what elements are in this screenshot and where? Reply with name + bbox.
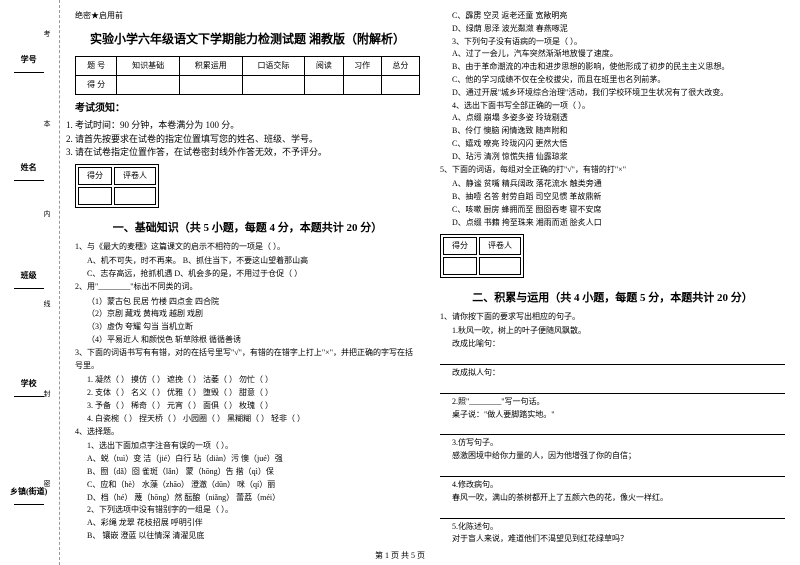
right-column: C、霹雳 空灵 返老还童 宽敞明亮 D、绿荫 恩泽 波光粼潋 春燕啄泥 3、下列… — [440, 10, 785, 555]
q4-opt: C、应和（hè） 水藻（zhāo） 澄澈（dūn） 咪（qí）丽 — [75, 479, 420, 492]
q3-opt: 3. 予备（ ） 稀奇（ ） 元宵（ ） 面俱（ ） 枚瑰（ ） — [75, 400, 420, 413]
answer-line — [440, 423, 785, 435]
q2-opt: （2）京剧 藏戏 黄梅戏 越剧 戏剧 — [75, 308, 420, 321]
margin-label-group: 学号 姓名 班级 学校 乡镇(街道) — [10, 10, 47, 550]
q4-sub4: 4、选出下面书写全部正确的一项（ ）。 — [440, 100, 785, 113]
s2q1-item: 改成比喻句： — [440, 338, 785, 351]
q4-opt4: A、点缀 崩塌 多姿多姿 玲珑剔透 — [440, 112, 785, 125]
page-footer: 第 1 页 共 5 页 — [0, 550, 800, 561]
content-area: 绝密★启用前 实验小学六年级语文下学期能力检测试题 湘教版（附解析） 题 号 知… — [60, 0, 800, 565]
answer-line — [440, 507, 785, 519]
table-row: 题 号 知识基础 积累运用 口语交际 阅读 习作 总分 — [76, 57, 420, 76]
q3-opt: 4. 白瓷椀（ ） 捏天桥（ ） 小园圈（ ） 黑糊糊（ ） 轻非（ ） — [75, 413, 420, 426]
q4-stem: 4、选择题。 — [75, 426, 420, 439]
answer-line — [440, 382, 785, 394]
margin-field-name: 姓名 — [10, 162, 47, 183]
s2q1-item: 4.修改病句。 — [440, 479, 785, 492]
seal-text-5: 封 — [42, 390, 52, 400]
q2-stem: 2、用"________"标出不同类的词。 — [75, 281, 420, 294]
table-row: 得 分 — [76, 76, 420, 95]
sb-marker: 评卷人 — [479, 237, 521, 255]
q5-opt: B、抽噎 名答 射劳自蹈 司空见惯 革故鼎新 — [440, 191, 785, 204]
q4-opt4: B、伶仃 懊脑 闲情逸致 随声附和 — [440, 125, 785, 138]
q4-opt3: D、通过开展"城乡环境综合治理"活动，我们学校环境卫生状况有了很大改变。 — [440, 87, 785, 100]
th-4: 阅读 — [305, 57, 343, 76]
q4-opt-cont: D、绿荫 恩泽 波光粼潋 春燕啄泥 — [440, 23, 785, 36]
seal-text-2: 本 — [42, 120, 52, 130]
th-3: 口语交际 — [242, 57, 305, 76]
score-table: 题 号 知识基础 积累运用 口语交际 阅读 习作 总分 得 分 — [75, 56, 420, 95]
binding-margin: 学号 姓名 班级 学校 乡镇(街道) 考 本 内 线 封 密 — [0, 0, 60, 565]
th-2: 积累运用 — [179, 57, 242, 76]
q4-opt: D、档（hé） 蔑（hōng）然 酝酿（niǎng） 蕾荔（méi） — [75, 492, 420, 505]
q3-opt: 1. 凝然（ ） 摸仿（ ） 遮挽（ ） 沽萎（ ） 勿忙（ ） — [75, 374, 420, 387]
q4-sub: 1、选出下面加点字注音有误的一项（ ）。 — [75, 440, 420, 453]
q1-opt: A、机不可失，时不再来。 B、抓住当下，不要这山望着那山高 — [75, 255, 420, 268]
q4-opt: B、囫（dǎ）囵 雀斑（lǎn） 蒙（hōng）告 揩（qì）保 — [75, 466, 420, 479]
section-1-heading: 一、基础知识（共 5 小题，每题 4 分，本题共计 20 分） — [75, 220, 420, 237]
q4-opt3: B、由于革命潮流的冲击和进步思想的影响，使他形成了初步的民主主义思想。 — [440, 61, 785, 74]
s2q1-item: 5.化陈述句。 — [440, 521, 785, 534]
q5-opt: C、咳嗽 厨房 蜂拥而至 囫囵吞枣 寝不安席 — [440, 204, 785, 217]
s2q1-item: 感激困境中给你力量的人，因为他增强了你的自信； — [440, 450, 785, 463]
th-total: 总分 — [381, 57, 419, 76]
q2-opt: （3）虚伪 夸耀 勾当 当机立断 — [75, 321, 420, 334]
th-1: 知识基础 — [117, 57, 180, 76]
th-5: 习作 — [343, 57, 381, 76]
q3-stem: 3、下面的词语书写有有错，对的在括号里写"√"，有错的在错字上打上"×"，并把正… — [75, 347, 420, 373]
q4-opt4: D、玷污 清冽 惊慌失措 仙露琼浆 — [440, 151, 785, 164]
s2q1-item: 1.秋风一吹，树上的叶子便随风飘散。 — [440, 325, 785, 338]
answer-line — [440, 353, 785, 365]
q1-opt: C、志存高远，抢抓机遇 D、机会多的是，不用过于仓促（ ） — [75, 268, 420, 281]
section-scorebox: 得分评卷人 — [75, 164, 159, 208]
seal-text-6: 密 — [42, 480, 52, 490]
q1-stem: 1、与《最大的麦穗》这篇课文的启示不相符的一项是（ ）。 — [75, 241, 420, 254]
q5-stem: 5、下面的词语，每组对全正确的打"√"，有错的打"×" — [440, 164, 785, 177]
list-item: 请首先按要求在试卷的指定位置填写您的姓名、班级、学号。 — [75, 133, 420, 147]
notice-list: 考试时间：90 分钟，本卷满分为 100 分。 请首先按要求在试卷的指定位置填写… — [75, 119, 420, 160]
q3-opt: 2. 支体（ ） 名义（ ） 优雅（ ） 堕毁（ ） 甜意（ ） — [75, 387, 420, 400]
q4-opt4: C、嬉戏 嘹亮 玲珑闪闪 更然大悟 — [440, 138, 785, 151]
s2q1-stem: 1、请你按下面的要求写出相应的句子。 — [440, 311, 785, 324]
seal-text-1: 考 — [42, 30, 52, 40]
q4-opt-cont: C、霹雳 空灵 返老还童 宽敞明亮 — [440, 10, 785, 23]
s2q1-item: 桌子说："做人要脚踏实地。" — [440, 409, 785, 422]
th-num: 题 号 — [76, 57, 117, 76]
q4-opt2: B、 镶嵌 澄蓝 以往情深 清濯见底 — [75, 530, 420, 543]
q4-opt: A、蜕（tuì）变 洁（jié）白行 玷（diàn）污 懊（jué）强 — [75, 453, 420, 466]
list-item: 请在试卷指定位置作答，在试卷密封线外作答无效，不予评分。 — [75, 146, 420, 160]
q2-opt: （1）蒙古包 民居 竹楼 四点金 四合院 — [75, 296, 420, 309]
section-2-heading: 二、积累与运用（共 4 小题，每题 5 分，本题共计 20 分） — [440, 290, 785, 307]
sb-marker: 评卷人 — [114, 167, 156, 185]
margin-field-id: 学号 — [10, 54, 47, 75]
s2q1-item: 2.照"________"写一句话。 — [440, 396, 785, 409]
q4-sub2: 2、下列选项中没有错别字的一组是（ ）。 — [75, 504, 420, 517]
q4-opt3: C、他的学习成绩不仅在全校拔尖，而且在班里也名列前茅。 — [440, 74, 785, 87]
q5-opt: A、静谧 贫嘴 精兵阔政 落花流水 触类旁通 — [440, 178, 785, 191]
seal-text-3: 内 — [42, 210, 52, 220]
sb-score: 得分 — [443, 237, 477, 255]
seal-text-4: 线 — [42, 300, 52, 310]
s2q1-item: 春风一吹，满山的茶树都开上了五颜六色的花，像火一样红。 — [440, 492, 785, 505]
q4-opt3: A、过了一会儿，汽车突然渐渐地放慢了速度。 — [440, 48, 785, 61]
secret-label: 绝密★启用前 — [75, 10, 420, 22]
q4-opt2: A、彩绳 龙翠 花枝招展 呼明引伴 — [75, 517, 420, 530]
list-item: 考试时间：90 分钟，本卷满分为 100 分。 — [75, 119, 420, 133]
s2q1-item: 改成拟人句： — [440, 367, 785, 380]
q2-opt: （4）平易近人 和颜悦色 斩草除根 循循善诱 — [75, 334, 420, 347]
left-column: 绝密★启用前 实验小学六年级语文下学期能力检测试题 湘教版（附解析） 题 号 知… — [75, 10, 420, 555]
notice-heading: 考试须知： — [75, 101, 420, 116]
q4-sub3: 3、下列句子没有语病的一项是（ ）。 — [440, 36, 785, 49]
exam-title: 实验小学六年级语文下学期能力检测试题 湘教版（附解析） — [75, 30, 420, 48]
answer-line — [440, 465, 785, 477]
section-scorebox-2: 得分评卷人 — [440, 234, 524, 278]
s2q1-item: 3.仿写句子。 — [440, 437, 785, 450]
s2q1-item: 对于盲人来说，难道他们不渴望见到红花绿草吗？ — [440, 533, 785, 546]
row-score: 得 分 — [76, 76, 117, 95]
margin-field-class: 班级 — [10, 270, 47, 291]
sb-score: 得分 — [78, 167, 112, 185]
q5-opt: D、点缀 书籍 挎至珠来 湘雨而逝 脍炙人口 — [440, 217, 785, 230]
